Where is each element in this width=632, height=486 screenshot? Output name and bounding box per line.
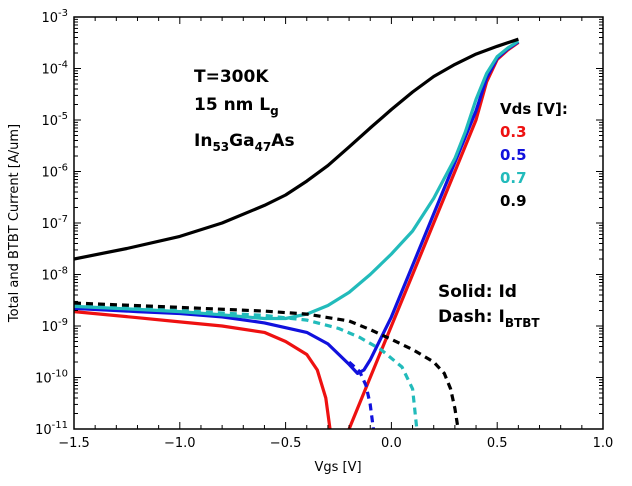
y-tick-label: 10-7 (41, 214, 68, 232)
series-id-vds-0-3-0 (74, 310, 332, 429)
x-tick-label: 0.0 (381, 436, 402, 451)
y-tick-label: 10-3 (41, 8, 68, 26)
x-tick-label: −1.0 (164, 436, 196, 451)
legend-entry-0-5: 0.5 (500, 146, 527, 164)
series-ibtbt-vds-0-5-5 (348, 360, 375, 429)
y-tick-label: 10-6 (41, 163, 68, 181)
y-tick-label: 10-8 (41, 266, 68, 284)
series-ibtbt-vds-0-7-6 (74, 303, 419, 429)
x-axis-label: Vgs [V] (314, 460, 361, 475)
x-tick-label: −1.5 (58, 436, 90, 451)
y-tick-label: 10-5 (41, 111, 68, 129)
dash-note: Dash: IBTBT (438, 307, 540, 330)
tick-layer: −1.5 −1.0 −0.5 0.0 0.5 1.0 10-11 10-10 10-9 10-8 1… (35, 8, 613, 451)
solid-note: Solid: Id (438, 282, 517, 302)
legend-entry-0-3: 0.3 (500, 123, 527, 141)
series-layer (74, 37, 520, 429)
x-tick-label: 0.5 (487, 436, 508, 451)
x-tick-label: 1.0 (593, 436, 614, 451)
y-tick-label: 10-9 (41, 317, 68, 335)
plot-background (74, 17, 603, 429)
legend-title: Vds [V]: (500, 100, 568, 118)
gate-length-annotation: 15 nm Lg (194, 95, 279, 118)
y-axis-label: Total and BTBT Current [A/um] (7, 124, 22, 323)
legend-entry-0-7: 0.7 (500, 169, 527, 187)
legend-entry-0-9: 0.9 (500, 192, 527, 210)
temperature-annotation: T=300K (194, 67, 269, 87)
y-tick-label: 10-11 (35, 420, 68, 438)
y-tick-label: 10-10 (35, 369, 68, 387)
x-tick-label: −0.5 (270, 436, 302, 451)
series-id-vds-0-9-4 (74, 37, 519, 261)
material-annotation: In53Ga47As (194, 131, 295, 154)
series-id-vds-0-5-2 (74, 40, 520, 375)
series-id-vds-0-7-3 (74, 39, 520, 321)
y-tick-label: 10-4 (41, 60, 68, 78)
series-ibtbt-vds-0-9-7 (74, 301, 460, 429)
